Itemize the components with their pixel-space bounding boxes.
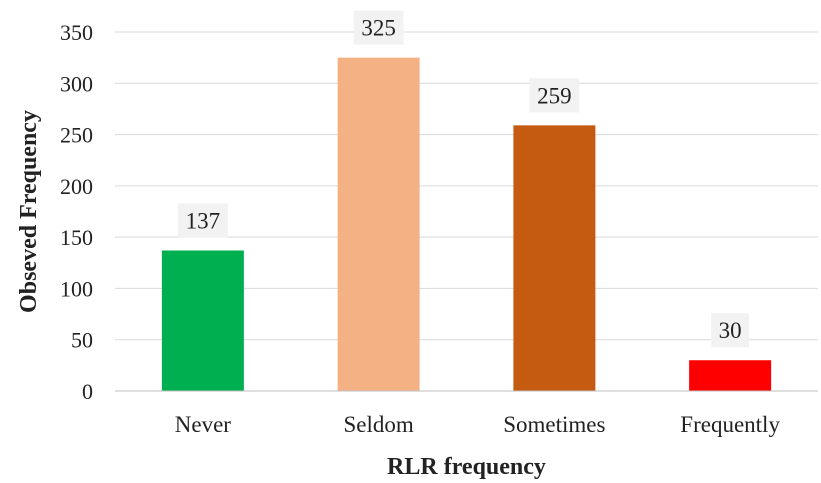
data-labels: 137 325 259 30 — [178, 11, 749, 348]
x-axis-categories: Never Seldom Sometimes Frequently — [175, 412, 781, 437]
x-category-label: Frequently — [680, 412, 780, 437]
y-tick-label: 200 — [60, 174, 93, 199]
y-tick-label: 100 — [60, 276, 93, 301]
bar — [338, 58, 420, 391]
y-tick-label: 150 — [60, 225, 93, 250]
data-label: 30 — [719, 318, 742, 343]
bar — [689, 360, 771, 391]
y-tick-label: 350 — [60, 20, 93, 45]
data-label: 325 — [361, 16, 396, 41]
x-axis-title: RLR frequency — [387, 454, 546, 480]
y-axis-title: Obseved Frequency — [16, 110, 42, 313]
x-category-label: Never — [175, 412, 232, 437]
bars — [162, 58, 771, 391]
data-label: 259 — [537, 83, 572, 108]
data-label: 137 — [186, 208, 221, 233]
bar — [162, 250, 244, 391]
y-tick-label: 250 — [60, 123, 93, 148]
bar — [513, 125, 595, 391]
x-category-label: Seldom — [343, 412, 413, 437]
y-tick-label: 0 — [82, 379, 93, 404]
y-tick-label: 300 — [60, 71, 93, 96]
y-tick-label: 50 — [71, 328, 93, 353]
y-axis-ticks: 0 50 100 150 200 250 300 350 — [60, 20, 93, 404]
x-category-label: Sometimes — [503, 412, 605, 437]
